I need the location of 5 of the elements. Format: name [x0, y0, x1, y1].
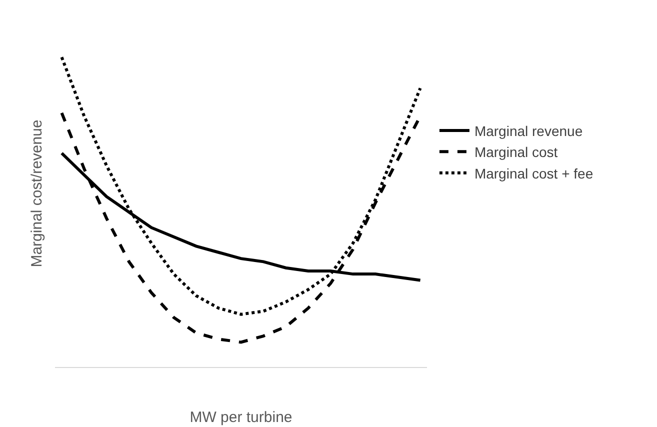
legend-label: Marginal revenue — [474, 122, 583, 139]
x-axis-title: MW per turbine — [190, 409, 292, 426]
y-axis-title: Marginal cost/revenue — [28, 120, 46, 268]
legend-label: Marginal cost — [474, 144, 558, 160]
legend-label: Marginal cost + fee — [474, 165, 594, 182]
